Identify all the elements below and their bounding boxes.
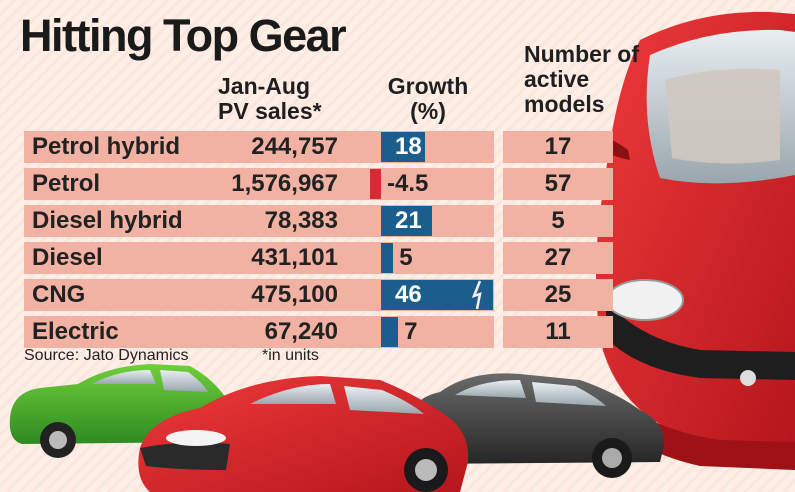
sales-header-line-2: PV sales* [218, 98, 322, 124]
red-car-front-icon [596, 11, 795, 470]
growth-value: 5 [399, 244, 413, 271]
row-band-models [503, 205, 613, 237]
chart-title: Hitting Top Gear [20, 10, 347, 61]
growth-bar [381, 132, 425, 162]
red-car-sedan-icon [138, 376, 469, 492]
growth-bar [370, 169, 381, 199]
sales-value: 475,100 [251, 281, 338, 308]
fuel-type-label: Diesel [32, 244, 103, 271]
models-header-line-2: active [524, 66, 590, 92]
models-value: 11 [545, 318, 571, 345]
growth-value: 21 [395, 207, 422, 234]
unit-note: *in units [262, 347, 319, 364]
row-band-models [503, 316, 613, 348]
models-value: 27 [544, 244, 572, 271]
sales-value: 431,101 [251, 244, 338, 271]
sales-value: 244,757 [251, 133, 338, 160]
fuel-type-label: Petrol [32, 170, 101, 197]
growth-bar [381, 243, 394, 273]
fuel-type-label: Petrol hybrid [32, 133, 181, 160]
grey-car-icon [409, 373, 665, 478]
models-value: 5 [551, 207, 565, 234]
source-note: Source: Jato Dynamics [24, 347, 189, 364]
growth-header-line-1: Growth [387, 73, 469, 99]
models-value: 25 [544, 281, 572, 308]
models-header-line-3: models [524, 91, 605, 117]
models-value: 57 [544, 170, 572, 197]
growth-value: -4.5 [387, 170, 429, 197]
growth-header-line-2: (%) [410, 98, 446, 124]
models-header-line-1: Number of [524, 41, 639, 67]
growth-value: 18 [395, 133, 422, 160]
bar-break-icon [471, 280, 482, 310]
sales-value: 67,240 [264, 318, 338, 345]
growth-value: 7 [404, 318, 418, 345]
growth-column-header: Growth (%) [382, 74, 474, 124]
sales-column-header: Jan-Aug PV sales* [218, 74, 322, 124]
fuel-type-label: Diesel hybrid [32, 207, 183, 234]
row-band-models [503, 131, 613, 163]
growth-bar [381, 206, 433, 236]
row-band [24, 316, 494, 348]
row-band-models [503, 279, 613, 311]
row-band-models [503, 168, 613, 200]
row-band-models [503, 242, 613, 274]
growth-bar [381, 317, 399, 347]
row-band [24, 168, 494, 200]
sales-value: 1,576,967 [231, 170, 338, 197]
fuel-type-label: Electric [32, 318, 119, 345]
models-column-header: Number of active models [524, 42, 639, 117]
sales-header-line-1: Jan-Aug [218, 73, 310, 99]
models-value: 17 [544, 133, 572, 160]
fuel-type-label: CNG [32, 281, 86, 308]
sales-value: 78,383 [264, 207, 338, 234]
row-band [24, 242, 494, 274]
growth-value: 46 [395, 281, 422, 308]
